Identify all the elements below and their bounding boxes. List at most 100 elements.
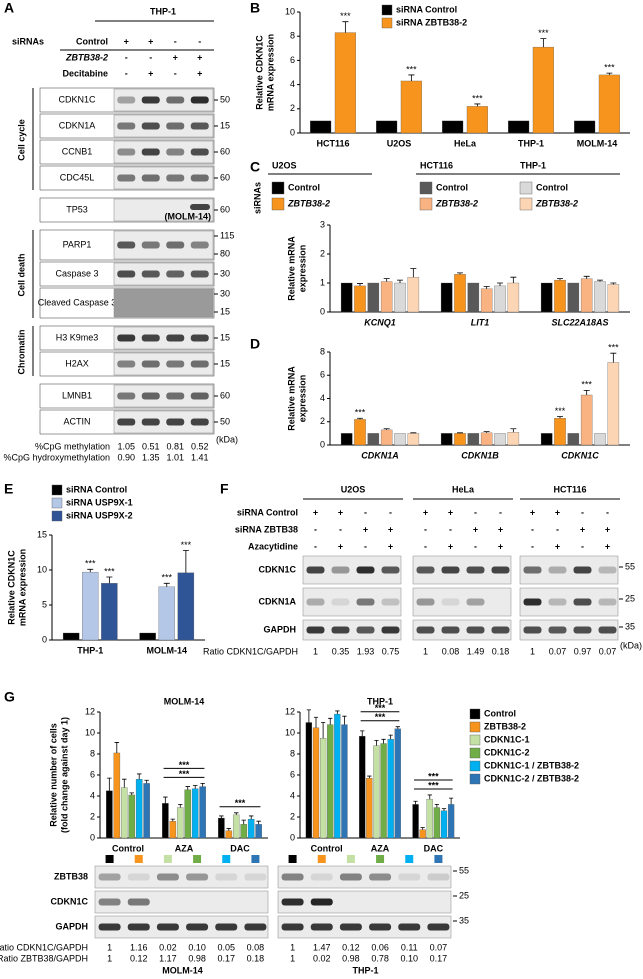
marker-label: 50: [220, 416, 230, 426]
error-bar: [313, 716, 319, 728]
treatment-sign: -: [581, 541, 584, 551]
y-tick-label: 8: [290, 31, 295, 41]
y-axis-label: (fold change against day 1): [59, 717, 69, 833]
protein-label: Caspase 3: [55, 268, 98, 278]
error-bar: [163, 582, 170, 587]
legend-label: siRNA Control: [396, 4, 457, 14]
bar: [508, 120, 530, 134]
significance: ***: [85, 559, 96, 569]
bar: [380, 281, 393, 313]
quant-value: 0.51: [142, 441, 160, 451]
blot-band: [166, 418, 185, 426]
y-tick-label: 10: [285, 6, 295, 16]
lane-swatch: [434, 855, 443, 863]
protein-label: CDKN1C: [258, 564, 296, 574]
y-tick-label: 3: [320, 219, 325, 229]
blot-band: [117, 148, 136, 156]
legend-swatch: [51, 484, 63, 496]
protein-label: CDKN1C: [58, 94, 96, 104]
blot: [94, 915, 269, 939]
lane-swatch: [376, 855, 385, 863]
y-tick-label: 2: [290, 811, 295, 821]
x-tick-label: MOLM-14: [147, 645, 188, 655]
blot-band: [127, 873, 150, 881]
legend-swatch: [381, 17, 393, 29]
x-tick-label: SLC22A18AS: [551, 317, 608, 327]
treatment-sign: +: [363, 524, 368, 534]
significance: ***: [375, 703, 386, 713]
bar: [594, 433, 606, 446]
y-tick-label: 4: [290, 79, 295, 89]
legend-swatch: [519, 181, 533, 195]
blot-band: [190, 270, 209, 278]
quant-value: 1.35: [142, 452, 160, 462]
x-tick-label: AZA: [175, 843, 194, 853]
bar: [598, 74, 620, 134]
protein-label: GAPDH: [263, 624, 296, 634]
bar: [218, 817, 225, 839]
error-bar: [583, 275, 590, 279]
bar: [128, 794, 136, 839]
bar: [507, 282, 520, 313]
protein-label: CCNB1: [62, 146, 93, 156]
x-tick-label: DAC: [230, 843, 250, 853]
blot: [519, 555, 619, 585]
quant-value: 0.90: [117, 452, 135, 462]
treatment-sign: -: [531, 524, 534, 534]
y-axis-label: Relative CDKN1C: [254, 35, 264, 110]
bar: [394, 282, 406, 313]
bar: [567, 433, 580, 446]
legend-swatch: [469, 708, 481, 720]
quant-label: %CpG hydroxymethylation: [3, 452, 110, 462]
blot-band: [523, 566, 542, 574]
legend-label: Control: [484, 708, 516, 718]
error-bar: [241, 819, 246, 825]
marker-label: 55: [459, 865, 469, 875]
y-tick-label: 0: [290, 832, 295, 842]
treatment-sign: +: [338, 507, 343, 517]
error-bar: [178, 804, 183, 808]
protein-label: ZBTB38: [54, 871, 88, 881]
blot-band: [598, 598, 617, 606]
legend-label: CDKN1C-1: [484, 734, 530, 744]
blot-band: [331, 566, 350, 574]
error-bar: [427, 794, 432, 800]
error-bar: [335, 710, 340, 715]
y-tick-label: 0: [90, 832, 95, 842]
blot-band: [416, 626, 435, 634]
blot-band: [98, 898, 121, 906]
marker-label: 15: [220, 332, 230, 342]
significance: ***: [472, 93, 483, 103]
treatment-sign: +: [448, 507, 453, 517]
marker-label: 35: [459, 915, 469, 925]
blot-band: [306, 598, 325, 606]
blot-band: [598, 566, 617, 574]
marker-label: 35: [625, 621, 635, 631]
x-tick-label: CDKN1B: [461, 450, 499, 460]
ratio-value: 1: [530, 646, 535, 656]
protein-label: CDKN1C: [50, 896, 88, 906]
lane-swatch: [193, 855, 202, 863]
y-tick-label: 6: [290, 769, 295, 779]
bar: [412, 804, 419, 839]
error-bar: [420, 827, 425, 830]
bar: [394, 728, 401, 839]
x-tick-label: HeLa: [454, 138, 477, 148]
bar: [580, 278, 593, 313]
bar: [312, 727, 320, 839]
blot-band: [117, 418, 136, 426]
error-bar: [107, 777, 112, 791]
blot-band: [141, 418, 160, 426]
bar: [440, 433, 453, 446]
quant-value: 0.52: [191, 441, 209, 451]
error-bar: [448, 797, 454, 805]
y-tick-label: 10: [285, 727, 295, 737]
blot-band: [190, 148, 209, 156]
cell-label: U2OS: [341, 484, 366, 494]
blot-band: [356, 566, 375, 574]
error-bar: [360, 730, 365, 737]
error-bar: [200, 783, 205, 787]
ratio-value: 0.07: [549, 646, 567, 656]
